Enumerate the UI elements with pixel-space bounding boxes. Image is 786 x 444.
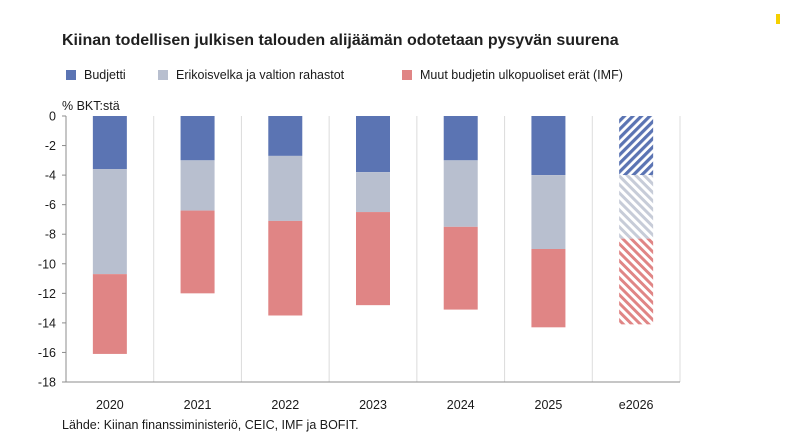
- bar-segment-muut-2024: [443, 226, 478, 310]
- bar-segment-budjetti-2021: [180, 116, 215, 161]
- bar-segment-erikoisvelka-2025: [531, 175, 566, 249]
- y-tick-label: -16: [38, 346, 56, 360]
- source-note: Lähde: Kiinan finanssiministeriö, CEIC, …: [62, 418, 359, 432]
- bar-segment-erikoisvelka-e2026: [619, 175, 654, 239]
- x-tick-label-2021: 2021: [184, 398, 212, 412]
- y-tick-label: -4: [45, 169, 56, 183]
- legend-label-muut: Muut budjetin ulkopuoliset erät (IMF): [420, 68, 623, 82]
- x-tick-label-2025: 2025: [535, 398, 563, 412]
- legend-label-budjetti: Budjetti: [84, 68, 126, 82]
- bar-segment-budjetti-2023: [356, 116, 390, 173]
- y-tick-label: -12: [38, 287, 56, 301]
- legend-swatch-muut: [402, 70, 412, 80]
- legend-item-muut: Muut budjetin ulkopuoliset erät (IMF): [402, 68, 623, 82]
- legend-item-budjetti: Budjetti: [66, 68, 126, 82]
- bar-segment-erikoisvelka-2020: [92, 169, 127, 275]
- bar-segment-muut-2025: [531, 249, 566, 328]
- y-tick-label: -6: [45, 198, 56, 212]
- y-axis-unit-label: % BKT:stä: [62, 99, 120, 113]
- corner-accent-mark: [776, 14, 780, 24]
- bar-segment-erikoisvelka-2024: [443, 160, 478, 227]
- y-tick-label: -10: [38, 257, 56, 271]
- bar-segment-muut-2022: [268, 220, 303, 316]
- bar-segment-erikoisvelka-2023: [356, 172, 390, 213]
- y-tick-label: 0: [49, 110, 56, 124]
- x-tick-label-2023: 2023: [359, 398, 387, 412]
- legend-swatch-erikoisvelka: [158, 70, 168, 80]
- x-tick-label-2020: 2020: [96, 398, 124, 412]
- y-tick-label: -18: [38, 376, 56, 390]
- bar-segment-budjetti-2020: [92, 116, 127, 170]
- bar-segment-muut-2023: [356, 212, 390, 306]
- legend-swatch-budjetti: [66, 70, 76, 80]
- x-tick-label-2022: 2022: [271, 398, 299, 412]
- bar-segment-erikoisvelka-2022: [268, 155, 303, 221]
- bar-segment-budjetti-2024: [443, 116, 478, 161]
- bar-segment-budjetti-2022: [268, 116, 303, 156]
- bar-segment-erikoisvelka-2021: [180, 160, 215, 211]
- bar-segment-muut-2020: [92, 274, 127, 354]
- y-tick-label: -2: [45, 139, 56, 153]
- legend-item-erikoisvelka: Erikoisvelka ja valtion rahastot: [158, 68, 344, 82]
- chart-title: Kiinan todellisen julkisen talouden alij…: [62, 32, 619, 49]
- y-tick-label: -14: [38, 316, 56, 330]
- bar-segment-budjetti-2025: [531, 116, 566, 176]
- bar-segment-muut-2021: [180, 210, 215, 294]
- x-tick-label-e2026: e2026: [619, 398, 654, 412]
- x-tick-label-2024: 2024: [447, 398, 475, 412]
- y-tick-label: -8: [45, 228, 56, 242]
- bar-segment-budjetti-e2026: [619, 116, 654, 176]
- legend-label-erikoisvelka: Erikoisvelka ja valtion rahastot: [176, 68, 345, 82]
- bar-segment-muut-e2026: [619, 238, 654, 325]
